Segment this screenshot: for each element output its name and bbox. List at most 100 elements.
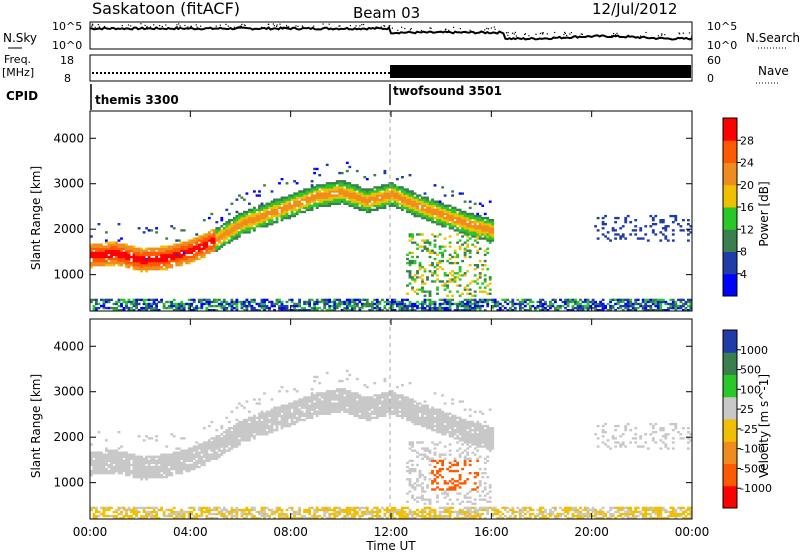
power-cell bbox=[217, 245, 221, 248]
power-cell bbox=[105, 306, 108, 310]
velocity-cell bbox=[350, 400, 354, 403]
velocity-cell bbox=[303, 517, 307, 520]
velocity-cell bbox=[220, 443, 224, 446]
power-cell bbox=[423, 214, 427, 218]
velocity-cell bbox=[215, 451, 219, 454]
power-cell bbox=[283, 196, 286, 199]
noise-dot bbox=[179, 25, 181, 27]
power-cell bbox=[408, 198, 412, 201]
velocity-cell bbox=[280, 420, 284, 424]
power-cell bbox=[187, 304, 191, 308]
power-cell bbox=[584, 298, 587, 302]
velocity-cell bbox=[275, 412, 279, 415]
velocity-cell bbox=[353, 392, 357, 395]
power-cell bbox=[348, 192, 352, 195]
velocity-cell bbox=[280, 512, 284, 516]
power-cell bbox=[313, 300, 317, 304]
noise-dot bbox=[564, 31, 566, 33]
noise-dot bbox=[146, 26, 148, 28]
power-cell bbox=[461, 210, 465, 214]
power-cell bbox=[228, 227, 231, 230]
power-cell bbox=[228, 302, 231, 306]
power-cell bbox=[659, 221, 663, 224]
power-cell bbox=[160, 245, 164, 248]
velocity-cell bbox=[350, 394, 354, 397]
power-cell bbox=[185, 243, 189, 246]
power-cell bbox=[115, 249, 118, 252]
power-cell bbox=[325, 192, 329, 195]
power-cell bbox=[127, 264, 131, 267]
velocity-cell bbox=[243, 433, 246, 436]
power-cell bbox=[483, 235, 487, 238]
power-cell bbox=[112, 264, 116, 267]
power-cell bbox=[398, 302, 402, 306]
power-cell bbox=[443, 245, 447, 248]
power-cell bbox=[323, 304, 327, 308]
velocity-cell bbox=[343, 392, 347, 395]
power-cell bbox=[488, 282, 492, 285]
velocity-cell bbox=[197, 457, 201, 460]
power-cell bbox=[130, 300, 133, 304]
velocity-cell bbox=[167, 453, 171, 456]
power-cell bbox=[335, 186, 339, 189]
power-cell bbox=[175, 261, 179, 265]
velocity-cell bbox=[238, 431, 241, 434]
power-cell bbox=[258, 208, 261, 212]
power-cell bbox=[446, 259, 450, 263]
velocity-cell bbox=[263, 414, 266, 418]
velocity-cell bbox=[325, 404, 329, 407]
power-cell bbox=[601, 306, 605, 310]
velocity-cell bbox=[202, 449, 206, 452]
power-cell bbox=[228, 233, 231, 236]
power-cell bbox=[463, 219, 467, 222]
velocity-cell bbox=[295, 416, 299, 420]
power-cell bbox=[235, 298, 239, 302]
power-cell bbox=[433, 270, 437, 273]
velocity-cell bbox=[217, 453, 221, 456]
velocity-cell bbox=[187, 465, 191, 469]
velocity-cell bbox=[353, 404, 357, 407]
velocity-cell bbox=[280, 386, 284, 389]
power-cell bbox=[233, 235, 236, 238]
power-cell bbox=[125, 259, 128, 263]
power-cell bbox=[416, 210, 419, 214]
power-cell bbox=[646, 298, 650, 302]
velocity-cell bbox=[328, 412, 332, 415]
velocity-cell bbox=[217, 449, 221, 452]
velocity-cell bbox=[197, 465, 201, 469]
velocity-cell bbox=[200, 459, 204, 463]
velocity-cell bbox=[157, 461, 161, 465]
power-cell bbox=[431, 200, 434, 203]
power-cell bbox=[335, 202, 339, 205]
velocity-cell bbox=[90, 459, 93, 463]
velocity-cell bbox=[117, 451, 121, 454]
velocity-cell bbox=[263, 506, 266, 510]
noise-dot bbox=[524, 33, 527, 35]
power-cell bbox=[446, 212, 450, 216]
power-cell bbox=[411, 288, 414, 291]
power-cell bbox=[649, 214, 653, 218]
velocity-cell bbox=[140, 514, 144, 518]
noise-dot bbox=[243, 24, 245, 26]
velocity-cell bbox=[250, 506, 254, 510]
power-cell bbox=[669, 304, 673, 308]
power-cell bbox=[325, 202, 329, 205]
power-cell bbox=[182, 241, 186, 244]
velocity-cell bbox=[243, 517, 246, 520]
power-cell bbox=[348, 202, 352, 205]
velocity-cell bbox=[270, 510, 274, 514]
velocity-cell bbox=[363, 412, 367, 415]
noise-dot bbox=[389, 25, 391, 27]
noise-dot bbox=[190, 26, 192, 28]
power-cell bbox=[137, 259, 141, 263]
power-cell bbox=[313, 306, 317, 310]
power-cell bbox=[441, 302, 445, 306]
velocity-cell bbox=[92, 463, 96, 467]
velocity-cell bbox=[363, 510, 367, 514]
velocity-cell bbox=[323, 394, 327, 397]
power-cell bbox=[431, 261, 434, 265]
power-cell bbox=[428, 255, 432, 259]
velocity-cell bbox=[275, 408, 279, 411]
power-cell bbox=[478, 290, 482, 293]
power-cell bbox=[564, 298, 567, 302]
